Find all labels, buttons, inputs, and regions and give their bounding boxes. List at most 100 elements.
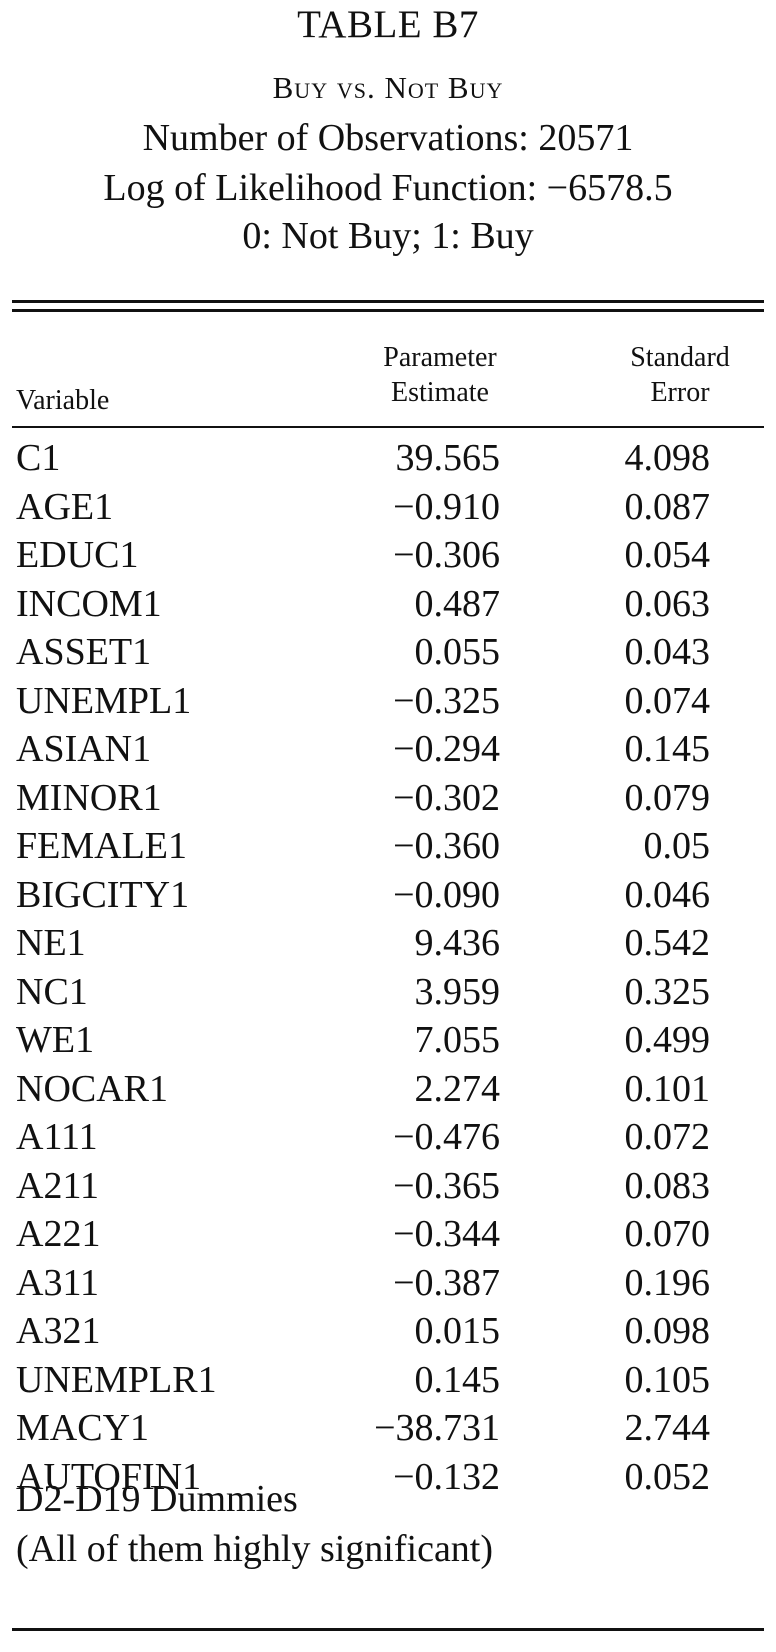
variable-cell: FEMALE1 xyxy=(16,825,187,867)
estimate-cell: 7.055 xyxy=(414,1019,501,1061)
stderr-cell: 0.325 xyxy=(624,970,711,1013)
variable-cell: AUTOFIN1 xyxy=(16,1455,202,1498)
stderr-cell: 4.098 xyxy=(624,437,711,479)
estimate-cell: −0.476 xyxy=(393,1116,500,1158)
estimate-cell: −0.387 xyxy=(393,1261,500,1304)
table-title: TABLE B7 xyxy=(297,3,479,46)
estimate-cell: −0.365 xyxy=(393,1164,500,1207)
stderr-cell: 0.05 xyxy=(643,825,711,867)
table-row: A321 0.015 0.098 xyxy=(0,1307,776,1356)
table-row: UNEMPLR1 0.145 0.105 xyxy=(0,1356,776,1405)
variable-cell: AGE1 xyxy=(16,485,114,528)
table-row: MINOR1 −0.302 0.079 xyxy=(0,774,776,823)
header-rule xyxy=(12,426,764,428)
variable-cell: A321 xyxy=(16,1310,101,1352)
estimate-cell: −0.090 xyxy=(393,873,500,916)
stderr-cell: 0.052 xyxy=(624,1455,711,1498)
column-header-stderr-line1: Standard xyxy=(630,342,730,373)
estimate-cell: 9.436 xyxy=(414,922,501,964)
stderr-cell: 0.499 xyxy=(624,1019,711,1061)
table-row: A311 −0.387 0.196 xyxy=(0,1259,776,1308)
dummies-note: D2-D19 Dummies xyxy=(16,1478,298,1520)
bottom-rule xyxy=(12,1628,764,1631)
variable-cell: NE1 xyxy=(16,922,86,964)
estimate-cell: −0.294 xyxy=(393,728,500,770)
stderr-cell: 0.072 xyxy=(624,1116,711,1158)
estimate-cell: −0.910 xyxy=(393,485,500,528)
significance-note: (All of them highly significant) xyxy=(16,1528,494,1570)
column-header-estimate-line2: Estimate xyxy=(391,377,489,408)
stderr-cell: 0.054 xyxy=(624,534,711,576)
estimate-cell: −0.302 xyxy=(393,776,500,819)
stderr-cell: 0.101 xyxy=(624,1067,711,1110)
stderr-cell: 0.083 xyxy=(624,1164,711,1207)
stderr-cell: 0.074 xyxy=(624,679,711,722)
column-header-estimate-line1: Parameter xyxy=(383,342,497,373)
estimate-cell: −0.132 xyxy=(393,1455,500,1498)
estimate-cell: −0.325 xyxy=(393,679,500,722)
table-row: A221 −0.344 0.070 xyxy=(0,1210,776,1259)
variable-cell: WE1 xyxy=(16,1019,95,1061)
variable-cell: NOCAR1 xyxy=(16,1067,169,1110)
stderr-cell: 0.043 xyxy=(624,631,711,673)
table-subtitle: Buy vs. Not Buy xyxy=(272,70,504,105)
column-header-stderr-line2: Error xyxy=(650,377,710,408)
variable-cell: A311 xyxy=(16,1261,100,1304)
stderr-cell: 2.744 xyxy=(624,1407,711,1449)
stderr-cell: 0.542 xyxy=(624,922,711,964)
stderr-cell: 0.098 xyxy=(624,1310,711,1352)
variable-cell: UNEMPLR1 xyxy=(16,1358,217,1401)
stderr-cell: 0.196 xyxy=(624,1261,711,1304)
estimate-cell: 0.487 xyxy=(414,582,501,625)
outcome-coding: 0: Not Buy; 1: Buy xyxy=(242,215,534,257)
column-header-variable: Variable xyxy=(16,385,110,416)
stderr-cell: 0.087 xyxy=(624,485,711,528)
stderr-cell: 0.079 xyxy=(624,776,711,819)
variable-cell: A221 xyxy=(16,1213,101,1255)
table-row: FEMALE1 −0.360 0.05 xyxy=(0,822,776,871)
estimate-cell: 39.565 xyxy=(395,437,501,479)
table-row: NOCAR1 2.274 0.101 xyxy=(0,1065,776,1114)
top-rule-lower xyxy=(12,309,764,312)
top-rule-upper xyxy=(12,300,764,303)
variable-cell: NC1 xyxy=(16,970,88,1013)
table-row: ASSET1 0.055 0.043 xyxy=(0,628,776,677)
table-row: UNEMPL1 −0.325 0.074 xyxy=(0,677,776,726)
variable-cell: ASIAN1 xyxy=(16,728,152,770)
observations-count: Number of Observations: 20571 xyxy=(142,117,634,159)
table-row: ASIAN1 −0.294 0.145 xyxy=(0,725,776,774)
table-row: BIGCITY1 −0.090 0.046 xyxy=(0,871,776,920)
estimate-cell: 0.015 xyxy=(414,1310,501,1352)
variable-cell: MACY1 xyxy=(16,1407,150,1449)
table-row: INCOM1 0.487 0.063 xyxy=(0,580,776,629)
table-row: AUTOFIN1 −0.132 0.052 xyxy=(0,1453,776,1502)
table-row: EDUC1 −0.306 0.054 xyxy=(0,531,776,580)
variable-cell: ASSET1 xyxy=(16,631,152,673)
variable-cell: EDUC1 xyxy=(16,534,139,576)
table-row: WE1 7.055 0.499 xyxy=(0,1016,776,1065)
variable-cell: A111 xyxy=(16,1116,98,1158)
estimate-cell: 3.959 xyxy=(414,970,501,1013)
estimate-cell: −0.360 xyxy=(393,825,500,867)
stderr-cell: 0.145 xyxy=(624,728,711,770)
estimate-cell: 0.055 xyxy=(414,631,501,673)
stderr-cell: 0.105 xyxy=(624,1358,711,1401)
variable-cell: A211 xyxy=(16,1164,100,1207)
estimate-cell: −0.306 xyxy=(393,534,500,576)
variable-cell: C1 xyxy=(16,437,61,479)
estimate-cell: 2.274 xyxy=(414,1067,501,1110)
table-row: AGE1 −0.910 0.087 xyxy=(0,483,776,532)
variable-cell: UNEMPL1 xyxy=(16,679,192,722)
table-row: A111 −0.476 0.072 xyxy=(0,1113,776,1162)
estimate-cell: −0.344 xyxy=(393,1213,500,1255)
table-row: NC1 3.959 0.325 xyxy=(0,968,776,1017)
variable-cell: MINOR1 xyxy=(16,776,162,819)
table-row: A211 −0.365 0.083 xyxy=(0,1162,776,1211)
variable-cell: BIGCITY1 xyxy=(16,873,190,916)
variable-cell: INCOM1 xyxy=(16,582,162,625)
table-row: C1 39.565 4.098 xyxy=(0,434,776,483)
log-likelihood: Log of Likelihood Function: −6578.5 xyxy=(103,167,673,209)
table-body: C1 39.565 4.098 AGE1 −0.910 0.087 EDUC1 −0.306 0… xyxy=(0,434,776,1501)
estimate-cell: 0.145 xyxy=(414,1358,501,1401)
